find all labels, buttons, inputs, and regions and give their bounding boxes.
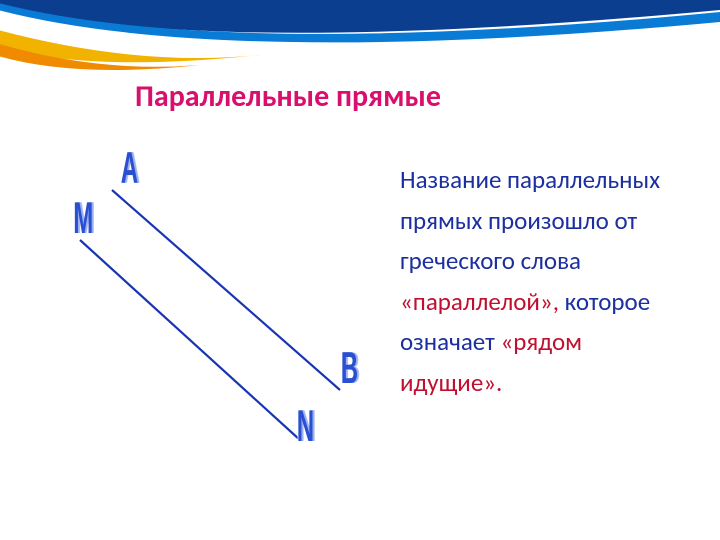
label-A: A (121, 143, 138, 195)
header-swoosh (0, 0, 720, 80)
line-MN (80, 240, 300, 440)
line-AB (112, 190, 340, 390)
label-B: B (341, 343, 358, 395)
slide-title: Параллельные прямые (135, 78, 441, 115)
parallel-lines-diagram: A M B N (50, 150, 380, 480)
swoosh-orange (0, 38, 200, 70)
diagram-svg (50, 150, 380, 480)
label-N: N (297, 401, 314, 453)
body-seg-0: Название параллельных прямых произошло о… (400, 164, 660, 276)
swoosh-blue (0, 0, 720, 42)
swoosh-navy (0, 0, 720, 33)
body-seg-1: «параллелой», (400, 286, 565, 317)
body-paragraph: Название параллельных прямых произошло о… (400, 160, 690, 403)
swoosh-gold (0, 25, 260, 62)
label-M: M (73, 193, 92, 245)
